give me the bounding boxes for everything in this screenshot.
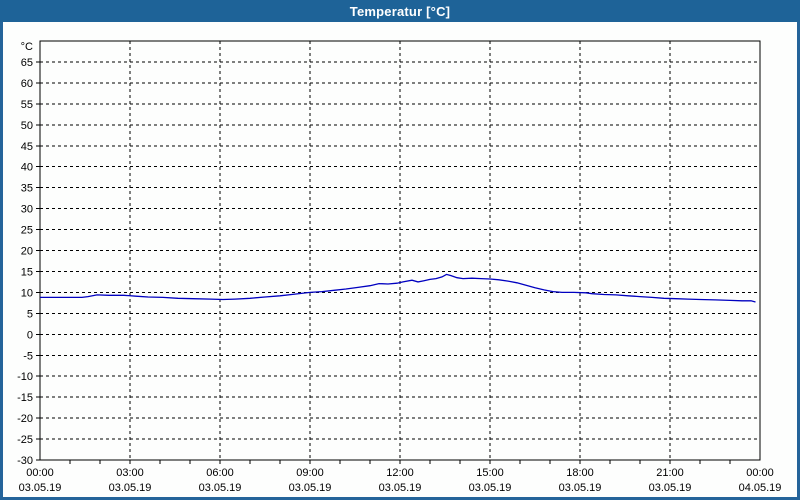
y-axis-label: 65 <box>21 57 33 69</box>
x-axis-date-label: 03.05.19 <box>469 482 512 494</box>
y-axis-label: 10 <box>21 287 33 299</box>
y-axis-label: 35 <box>21 183 33 195</box>
x-axis-date-label: 03.05.19 <box>199 482 242 494</box>
x-axis-date-label: 03.05.19 <box>19 482 62 494</box>
x-axis-date-label: 03.05.19 <box>559 482 602 494</box>
x-axis-time-label: 00:00 <box>746 467 774 479</box>
y-axis-label: 60 <box>21 78 33 90</box>
x-axis-time-label: 00:00 <box>26 467 54 479</box>
y-axis-label: 45 <box>21 141 33 153</box>
x-axis-time-label: 21:00 <box>656 467 684 479</box>
y-axis-label: -5 <box>23 350 33 362</box>
y-axis-label: -15 <box>17 392 33 404</box>
y-axis-label: 50 <box>21 120 33 132</box>
y-axis-label: -20 <box>17 413 33 425</box>
x-axis-time-label: 09:00 <box>296 467 324 479</box>
x-axis-date-label: 03.05.19 <box>649 482 692 494</box>
x-axis-date-label: 03.05.19 <box>109 482 152 494</box>
y-axis-label: 40 <box>21 162 33 174</box>
window-border-right <box>797 22 800 500</box>
window-border-left <box>0 22 3 500</box>
x-axis-date-label: 04.05.19 <box>739 482 782 494</box>
x-axis-time-label: 12:00 <box>386 467 414 479</box>
y-axis-label: -30 <box>17 455 33 467</box>
x-axis-time-label: 18:00 <box>566 467 594 479</box>
y-axis-label: -10 <box>17 371 33 383</box>
y-axis-label: 15 <box>21 266 33 278</box>
plot-frame <box>39 40 761 461</box>
y-axis-label: 30 <box>21 204 33 216</box>
y-axis-label: 55 <box>21 99 33 111</box>
window-border-bottom <box>0 497 800 500</box>
x-axis-date-label: 03.05.19 <box>289 482 332 494</box>
x-axis-time-label: 06:00 <box>206 467 234 479</box>
x-axis-time-label: 03:00 <box>116 467 144 479</box>
temperature-chart: 65605550454035302520151050-5-10-15-20-25… <box>17 40 782 494</box>
window-titlebar[interactable]: Temperatur [°C] <box>0 0 800 22</box>
x-axis-time-label: 15:00 <box>476 467 504 479</box>
x-axis-date-label: 03.05.19 <box>379 482 422 494</box>
y-axis-label: -25 <box>17 434 33 446</box>
temperature-series-line <box>40 273 756 303</box>
y-axis-label: 25 <box>21 225 33 237</box>
y-axis-unit-label: °C <box>21 41 33 53</box>
y-axis-label: 5 <box>27 308 33 320</box>
window-title: Temperatur [°C] <box>349 3 451 19</box>
y-axis-label: 0 <box>27 329 33 341</box>
y-axis-label: 20 <box>21 246 33 258</box>
